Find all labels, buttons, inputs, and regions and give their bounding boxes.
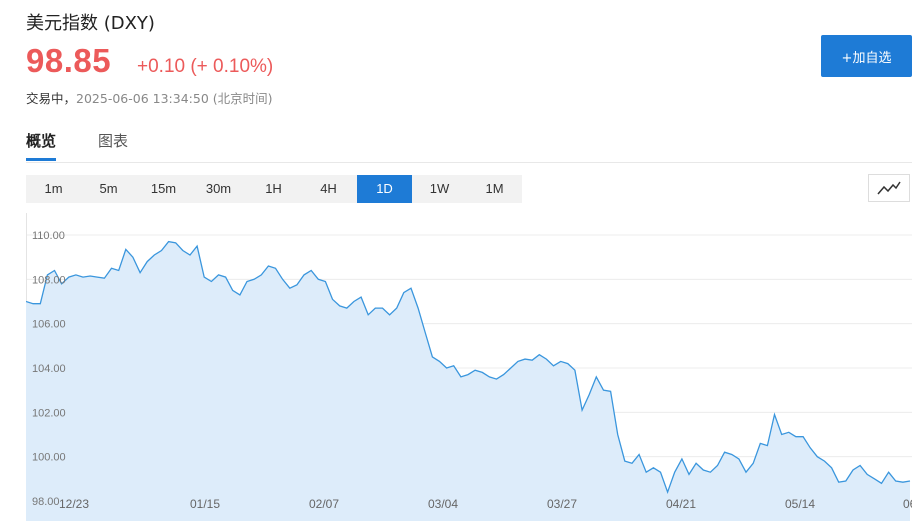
x-tick-label: 12/23	[59, 497, 89, 511]
y-tick-label: 98.00	[32, 496, 60, 508]
y-tick-label: 100.00	[32, 452, 66, 464]
period-15m[interactable]: 15m	[150, 181, 177, 196]
x-tick-label: 04/21	[666, 497, 696, 511]
price-line	[26, 240, 911, 495]
period-4h[interactable]: 4H	[320, 181, 337, 196]
period-1w[interactable]: 1W	[429, 181, 450, 196]
period-1m[interactable]: 1m	[44, 181, 63, 196]
x-tick-label: 01/15	[190, 497, 220, 511]
price-area	[26, 241, 910, 521]
tab-overview[interactable]: 概览	[26, 132, 57, 161]
period-selector: 1m 5m 15m 30m 1H 4H 1D 1W 1M	[26, 175, 522, 203]
status-label: 交易中，	[26, 91, 77, 106]
price-chart[interactable]: 98.00 100.00 102.00 104.00 106.00 108.00 110.0…	[26, 213, 912, 521]
x-tick-label: 05/14	[785, 497, 815, 511]
x-tick-label: 03/27	[547, 497, 577, 511]
period-1h[interactable]: 1H	[265, 181, 282, 196]
x-tick-label: 06/0	[903, 497, 912, 511]
page-title: 美元指数 (DXY)	[26, 13, 155, 34]
x-tick-label: 02/07	[309, 497, 339, 511]
chart-type-button[interactable]	[868, 174, 910, 202]
y-tick-label: 104.00	[32, 363, 66, 375]
price-value: 98.85	[26, 42, 112, 79]
y-tick-label: 106.00	[32, 319, 66, 331]
timestamp: 2025-06-06 13:34:50 (北京时间)	[76, 91, 273, 106]
price-change: +0.10 (+ 0.10%)	[137, 56, 274, 77]
period-30m[interactable]: 30m	[205, 181, 232, 196]
period-5m[interactable]: 5m	[99, 181, 118, 196]
period-1mo[interactable]: 1M	[485, 181, 504, 196]
line-chart-icon	[877, 181, 901, 195]
y-tick-label: 110.00	[32, 230, 65, 242]
period-1d[interactable]: 1D	[357, 175, 412, 203]
add-watchlist-button[interactable]: +加自选	[821, 35, 912, 77]
y-tick-label: 108.00	[32, 274, 66, 286]
trading-status: 交易中，2025-06-06 13:34:50 (北京时间)	[26, 88, 273, 107]
y-tick-label: 102.00	[32, 407, 66, 419]
tab-chart[interactable]: 图表	[98, 132, 129, 150]
tab-bar: 概览 图表	[26, 128, 912, 163]
x-tick-label: 03/04	[428, 497, 458, 511]
